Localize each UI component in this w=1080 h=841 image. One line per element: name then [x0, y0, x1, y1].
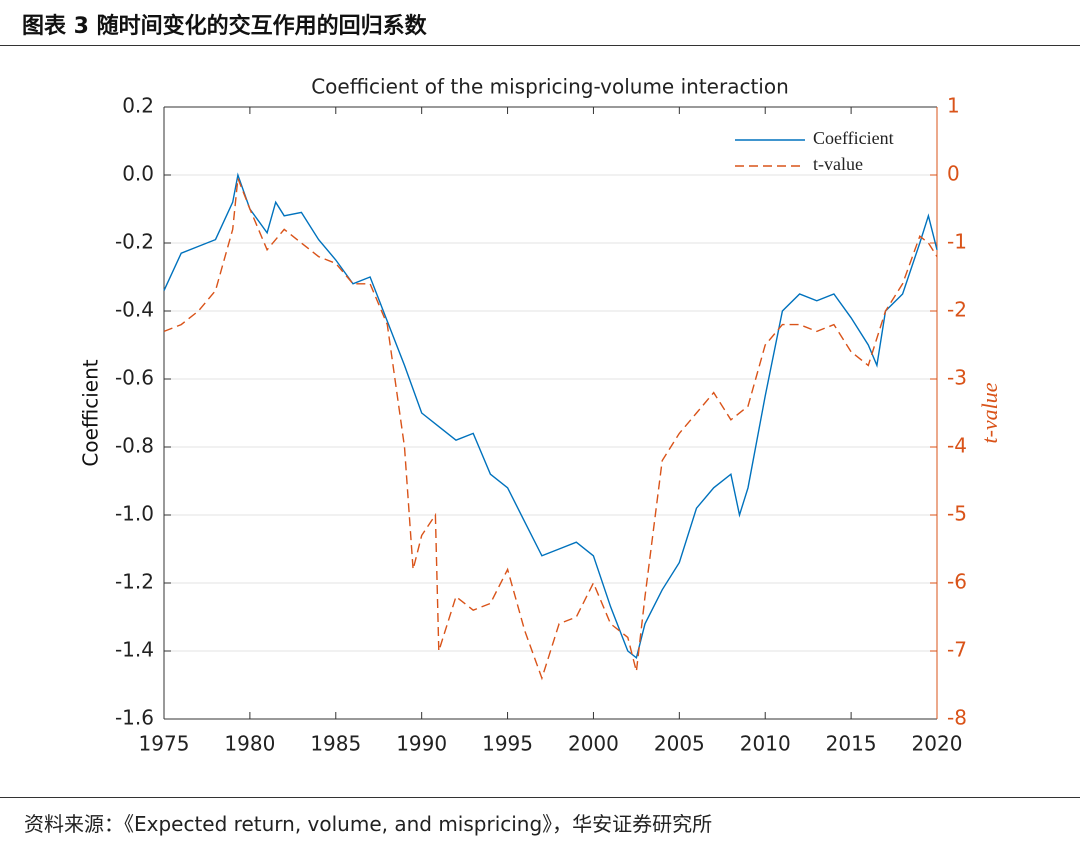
y2-tick-label: 1	[947, 94, 960, 118]
x-tick-label: 2015	[826, 732, 877, 756]
chart: Coefficient of the mispricing-volume int…	[79, 75, 1003, 756]
y-tick-label: -1.4	[115, 638, 154, 662]
series-line	[163, 172, 938, 660]
y2-tick-label: -5	[947, 502, 967, 526]
x-tick-label: 1980	[224, 732, 275, 756]
source: 资料来源：《Expected return, volume, and mispr…	[24, 812, 713, 836]
y2-axis-label: t-value	[977, 382, 1002, 443]
header-title: 图表 3 随时间变化的交互作用的回归系数	[22, 14, 427, 39]
y2-tick-label: -2	[947, 298, 967, 322]
y2-tick-label: -4	[947, 434, 967, 458]
y-tick-label: -0.2	[115, 230, 154, 254]
y2-tick-label: -8	[947, 706, 967, 730]
y2-tick-label: -6	[947, 570, 967, 594]
x-tick-label: 2010	[740, 732, 791, 756]
y-tick-label: 0.0	[122, 162, 154, 186]
y-tick-label: -0.6	[115, 366, 154, 390]
series-line	[163, 178, 938, 681]
y2-tick-label: 0	[947, 162, 960, 186]
y-tick-label: 0.2	[122, 94, 154, 118]
chart-title: Coefficient of the mispricing-volume int…	[311, 75, 789, 99]
header-rule	[0, 45, 1080, 46]
y2-tick-label: -7	[947, 638, 967, 662]
source-rule	[0, 797, 1080, 798]
y2-tick-label: -3	[947, 366, 967, 390]
legend-label: t-value	[813, 154, 863, 174]
x-tick-label: 2000	[568, 732, 619, 756]
y-axis-label: Coefficient	[79, 359, 103, 466]
y-tick-label: -1.6	[115, 706, 154, 730]
x-tick-label: 1995	[482, 732, 533, 756]
x-tick-label: 1975	[139, 732, 190, 756]
y2-tick-label: -1	[947, 230, 967, 254]
y-tick-label: -1.0	[115, 502, 154, 526]
x-tick-label: 1985	[310, 732, 361, 756]
y-tick-label: -1.2	[115, 570, 154, 594]
x-tick-label: 2005	[654, 732, 705, 756]
x-tick-label: 2020	[912, 732, 963, 756]
y-tick-label: -0.8	[115, 434, 154, 458]
legend-label: Coefficient	[813, 128, 894, 148]
y-tick-label: -0.4	[115, 298, 154, 322]
x-tick-label: 1990	[396, 732, 447, 756]
